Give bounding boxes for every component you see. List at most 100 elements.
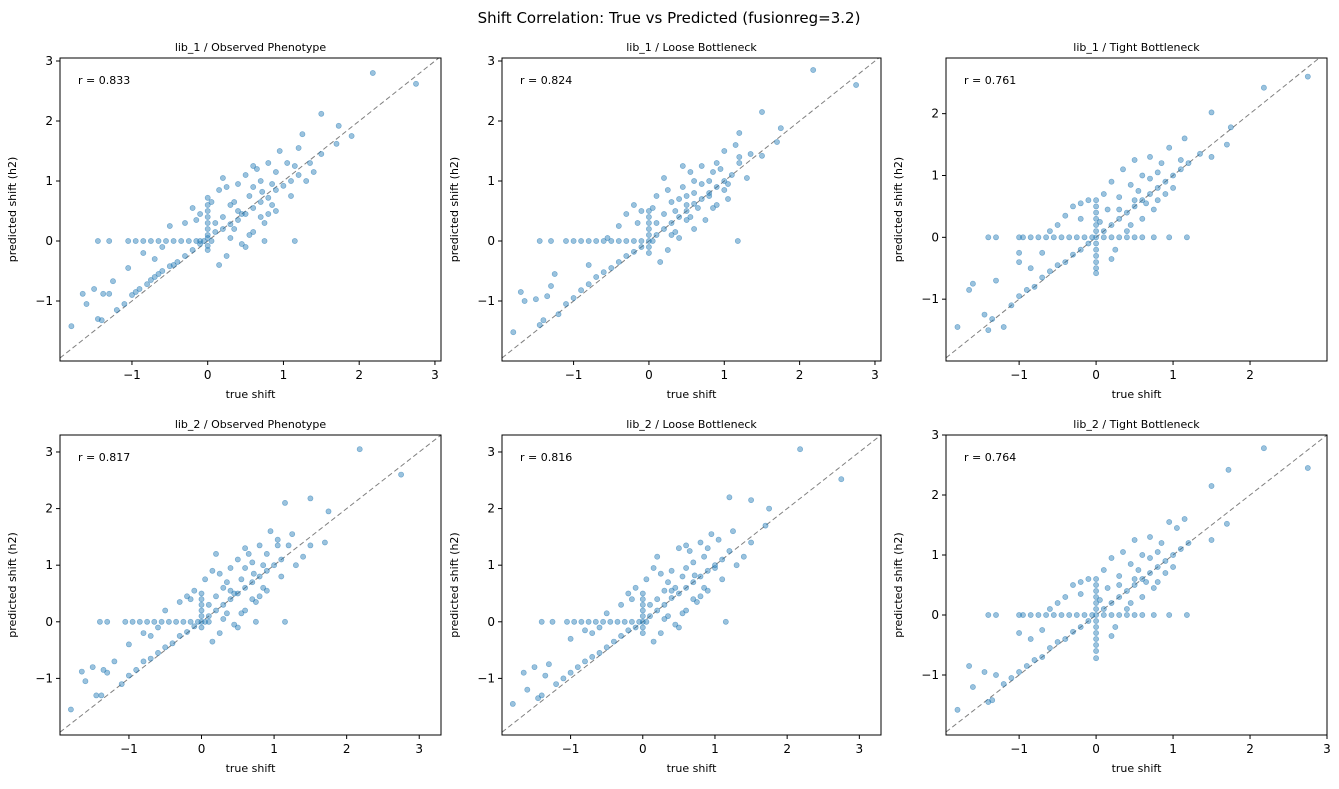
data-point xyxy=(536,238,543,244)
data-point xyxy=(1304,465,1311,471)
data-point xyxy=(242,172,249,178)
data-point xyxy=(1116,573,1123,579)
data-point xyxy=(98,317,105,324)
data-point xyxy=(144,281,150,288)
data-point xyxy=(1039,274,1046,281)
figure-suptitle: Shift Correlation: True vs Predicted (fu… xyxy=(478,9,861,27)
data-point xyxy=(691,200,697,207)
data-point xyxy=(133,667,140,673)
data-point xyxy=(318,151,325,157)
data-point xyxy=(686,548,693,554)
data-point xyxy=(212,229,219,235)
data-point xyxy=(740,553,747,560)
data-point xyxy=(1062,636,1069,642)
data-point xyxy=(631,248,637,255)
y-tick-label: 3 xyxy=(45,445,53,459)
data-point xyxy=(690,579,697,586)
data-point xyxy=(650,565,657,571)
data-point xyxy=(1150,206,1157,213)
data-point xyxy=(204,208,211,214)
x-axis-label: true shift xyxy=(1112,388,1163,401)
points-group xyxy=(68,70,419,330)
diagonal-reference-line xyxy=(502,58,880,359)
correlation-annotation: r = 0.833 xyxy=(78,74,130,87)
data-point xyxy=(282,499,288,506)
data-point xyxy=(553,681,559,687)
data-point xyxy=(759,109,765,115)
data-point xyxy=(1139,612,1146,618)
data-point xyxy=(1147,175,1153,182)
data-point xyxy=(1154,169,1161,176)
data-point xyxy=(538,618,545,625)
data-point xyxy=(1047,606,1053,612)
data-point xyxy=(676,214,682,220)
data-point xyxy=(578,287,584,294)
data-point xyxy=(278,573,285,580)
data-point xyxy=(1304,73,1311,80)
data-point xyxy=(173,618,179,625)
data-point xyxy=(234,624,241,631)
data-point xyxy=(140,630,147,636)
data-point xyxy=(654,596,661,603)
data-point xyxy=(1150,234,1157,241)
data-point xyxy=(1135,567,1142,573)
data-point xyxy=(706,178,713,184)
data-point xyxy=(261,220,268,226)
data-point xyxy=(985,612,992,618)
data-point xyxy=(307,542,314,549)
data-point xyxy=(646,214,652,220)
correlation-annotation: r = 0.816 xyxy=(520,451,572,464)
data-point xyxy=(1116,194,1123,200)
data-point xyxy=(1031,283,1038,290)
data-point xyxy=(205,613,212,619)
data-point xyxy=(726,494,733,501)
data-point xyxy=(1108,600,1115,606)
data-point xyxy=(1261,445,1267,452)
data-point xyxy=(1197,150,1203,157)
data-point xyxy=(208,199,215,205)
data-point xyxy=(618,633,624,639)
data-point xyxy=(197,238,203,244)
axes-frame xyxy=(59,57,442,362)
data-point xyxy=(1089,612,1096,618)
data-point xyxy=(242,584,248,591)
data-point xyxy=(274,542,281,549)
data-point xyxy=(1131,157,1138,163)
data-point xyxy=(1208,483,1215,489)
data-point xyxy=(661,175,667,181)
panel-title: lib_2 / Observed Phenotype xyxy=(175,418,327,431)
data-point xyxy=(238,576,245,583)
data-point xyxy=(661,587,668,594)
data-point xyxy=(1131,537,1138,543)
scatter-panel-6: −1 0 1 2 3 −1 0 1 2 3 lib_2 / Tight Bottleneck true… xyxy=(892,418,1331,775)
data-point xyxy=(118,681,125,687)
data-point xyxy=(1093,222,1099,228)
data-point xyxy=(989,697,996,704)
data-point xyxy=(1116,234,1123,241)
data-point xyxy=(1108,234,1115,241)
data-point xyxy=(227,221,234,228)
data-point xyxy=(1154,549,1161,555)
data-point xyxy=(274,536,281,543)
data-point xyxy=(1177,157,1184,163)
data-point xyxy=(223,184,230,190)
data-point xyxy=(1139,576,1146,582)
data-point xyxy=(578,238,584,244)
x-tick-label: −1 xyxy=(123,368,141,382)
data-point xyxy=(1097,597,1103,603)
data-point xyxy=(1131,203,1138,210)
data-point xyxy=(163,238,169,244)
data-point xyxy=(1085,618,1092,624)
data-point xyxy=(1100,612,1107,618)
data-point xyxy=(78,668,85,675)
data-point xyxy=(719,556,726,563)
x-tick-label: 3 xyxy=(415,742,423,756)
correlation-annotation: r = 0.764 xyxy=(964,451,1016,464)
points-group xyxy=(954,73,1311,333)
data-point xyxy=(1177,166,1184,173)
data-point xyxy=(531,664,538,670)
data-point xyxy=(265,160,272,166)
panel-title: lib_2 / Loose Bottleneck xyxy=(626,418,757,431)
scatter-panel-5: −1 0 1 2 3 −1 0 1 2 3 lib_2 / Loose Bottleneck true… xyxy=(448,418,882,775)
data-point xyxy=(1131,234,1138,241)
